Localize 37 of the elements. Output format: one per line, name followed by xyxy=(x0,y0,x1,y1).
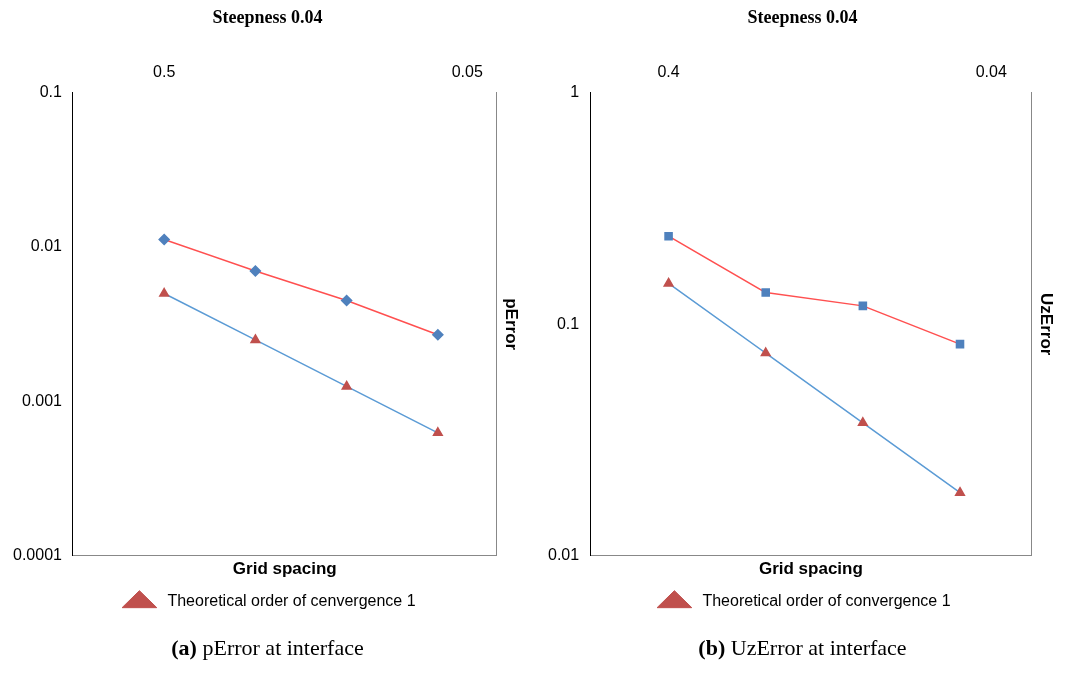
legend-label: Theoretical order of convergence 1 xyxy=(702,592,951,610)
y-tick-label: 0.0001 xyxy=(13,546,63,564)
y-tick-label: 0.01 xyxy=(548,546,580,564)
point xyxy=(340,294,353,307)
point xyxy=(954,486,966,496)
point xyxy=(249,265,262,277)
point xyxy=(341,380,352,390)
point xyxy=(857,417,868,427)
y-tick-label: 0.001 xyxy=(21,391,63,409)
text: (b) UzError at interface xyxy=(697,635,908,661)
point xyxy=(858,301,868,311)
point xyxy=(664,231,673,241)
x-axis-title: Grid spacing xyxy=(232,559,337,579)
y-tick-label: 0.01 xyxy=(30,237,63,255)
chart-title: Steepness 0.04 xyxy=(212,7,323,28)
point xyxy=(760,347,771,357)
point xyxy=(250,334,261,344)
point xyxy=(158,233,170,246)
point xyxy=(432,329,444,341)
point xyxy=(663,277,674,287)
x-tick-label: 0.04 xyxy=(975,62,1007,80)
point xyxy=(955,339,965,349)
y-axis-title: pError xyxy=(502,298,522,351)
chart-title: Steepness 0.04 xyxy=(747,7,858,28)
x-axis-title: Grid spacing xyxy=(758,559,863,579)
point xyxy=(432,427,443,437)
point xyxy=(159,287,170,297)
legend-label: Theoretical order of cenvergence 1 xyxy=(167,592,416,610)
y-tick-label: 0.1 xyxy=(556,314,580,332)
point xyxy=(761,288,770,297)
y-tick-label: 1 xyxy=(570,83,580,101)
y-tick-label: 0.1 xyxy=(39,83,63,101)
x-tick-label: 0.4 xyxy=(657,62,680,80)
text: (a) pError at interface xyxy=(170,635,365,661)
x-tick-label: 0.5 xyxy=(153,62,176,80)
y-axis-title: UzError xyxy=(1037,293,1057,356)
x-tick-label: 0.05 xyxy=(451,62,483,80)
